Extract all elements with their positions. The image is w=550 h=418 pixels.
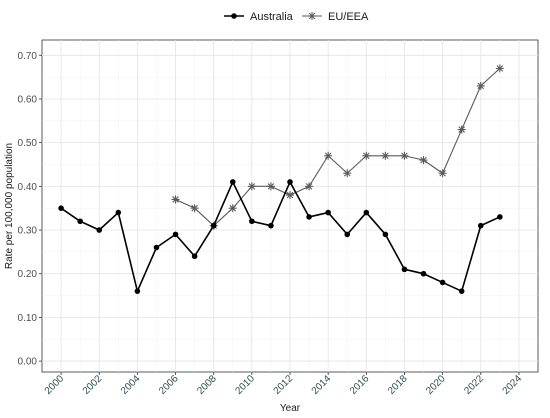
asterisk-stroke (401, 152, 408, 160)
x-tick-label: 2002 (81, 373, 105, 397)
circle-marker (477, 222, 484, 229)
circle-marker (401, 266, 408, 273)
asterisk-stroke (267, 183, 275, 190)
x-tick-label: 2024 (501, 373, 525, 397)
y-tick-label: 0.00 (18, 357, 38, 368)
asterisk-marker (228, 204, 237, 213)
x-tick-label: 2010 (233, 373, 257, 397)
asterisk-stroke (420, 156, 427, 164)
x-tick-label: 2006 (157, 373, 181, 397)
asterisk-marker (476, 81, 485, 90)
x-tick-label: 2018 (386, 373, 410, 397)
circle-marker (191, 253, 198, 260)
series-line (175, 67, 501, 227)
legend-item-eu-eea: EU/EEA (302, 11, 369, 23)
legend-label: Australia (250, 11, 294, 23)
asterisk-marker (324, 151, 333, 160)
circle-marker (287, 179, 293, 185)
circle-marker (382, 231, 389, 238)
asterisk-stroke (458, 126, 465, 133)
y-axis-title: Rate per 100,000 population (4, 143, 15, 269)
circle-marker (458, 288, 465, 294)
circle-marker (96, 227, 103, 233)
asterisk-marker (400, 151, 409, 160)
x-tick-label: 2008 (195, 373, 219, 397)
x-tick-label: 2020 (424, 373, 448, 397)
series-australia (58, 179, 503, 294)
circle-marker (363, 209, 370, 216)
y-axis: 0.00 0.10 0.20 0.30 0.40 0.50 0.60 0.70 (18, 51, 42, 368)
asterisk-stroke (308, 12, 316, 20)
asterisk-marker (381, 151, 390, 160)
x-tick-label: 2016 (348, 373, 372, 397)
legend: Australia EU/EEA (224, 11, 369, 23)
asterisk-marker (343, 169, 352, 178)
series-layer (58, 64, 504, 294)
circle-marker (134, 288, 141, 294)
asterisk-stroke (496, 65, 504, 72)
x-axis: 2000 2002 2004 2006 2008 2010 2012 2014 2016 2018… (43, 372, 525, 397)
asterisk-marker (286, 191, 294, 200)
y-tick-label: 0.10 (18, 313, 38, 324)
circle-marker (344, 231, 351, 238)
circle-marker (115, 209, 122, 216)
circle-marker (268, 222, 274, 229)
circle-marker (420, 270, 427, 277)
y-tick-label: 0.60 (18, 94, 38, 105)
asterisk-marker (457, 125, 466, 134)
asterisk-stroke (248, 183, 256, 190)
x-tick-label: 2000 (43, 373, 67, 397)
circle-marker (172, 231, 179, 238)
asterisk-marker (190, 204, 199, 213)
asterisk-stroke (286, 191, 294, 199)
circle-marker (306, 214, 312, 220)
asterisk-stroke (324, 152, 332, 160)
asterisk-marker (495, 64, 504, 73)
asterisk-stroke (439, 169, 446, 177)
y-tick-label: 0.70 (18, 51, 38, 62)
asterisk-marker (308, 12, 316, 20)
asterisk-stroke (229, 204, 237, 212)
y-tick-label: 0.40 (18, 182, 38, 193)
circle-marker (325, 209, 331, 216)
circle-marker (249, 218, 255, 225)
asterisk-marker (305, 182, 314, 191)
circle-marker (439, 279, 446, 286)
asterisk-marker (419, 156, 428, 165)
series-line (60, 181, 501, 292)
circle-marker (153, 244, 160, 251)
y-tick-label: 0.20 (18, 269, 38, 280)
asterisk-marker (438, 169, 447, 178)
x-tick-label: 2012 (272, 373, 296, 397)
asterisk-stroke (363, 152, 370, 160)
circle-marker (77, 218, 83, 225)
legend-label: EU/EEA (328, 11, 369, 23)
asterisk-stroke (477, 82, 485, 90)
circle-marker (231, 13, 237, 19)
plot-area (41, 39, 539, 373)
asterisk-stroke (343, 169, 351, 177)
x-tick-label: 2004 (119, 373, 143, 397)
asterisk-marker (266, 182, 275, 191)
x-axis-title: Year (280, 403, 301, 414)
x-tick-label: 2022 (462, 373, 486, 397)
circle-marker (497, 214, 503, 220)
asterisk-stroke (382, 152, 389, 160)
y-tick-label: 0.30 (18, 226, 38, 237)
circle-marker (58, 205, 64, 211)
legend-item-australia: Australia (224, 11, 294, 23)
asterisk-stroke (305, 183, 313, 190)
x-tick-label: 2014 (310, 373, 334, 397)
asterisk-stroke (172, 196, 179, 203)
y-tick-label: 0.50 (18, 138, 38, 149)
circle-marker (210, 222, 217, 229)
asterisk-stroke (191, 204, 198, 212)
asterisk-marker (171, 195, 180, 204)
asterisk-marker (362, 151, 371, 160)
circle-marker (229, 179, 236, 185)
asterisk-marker (247, 182, 256, 191)
